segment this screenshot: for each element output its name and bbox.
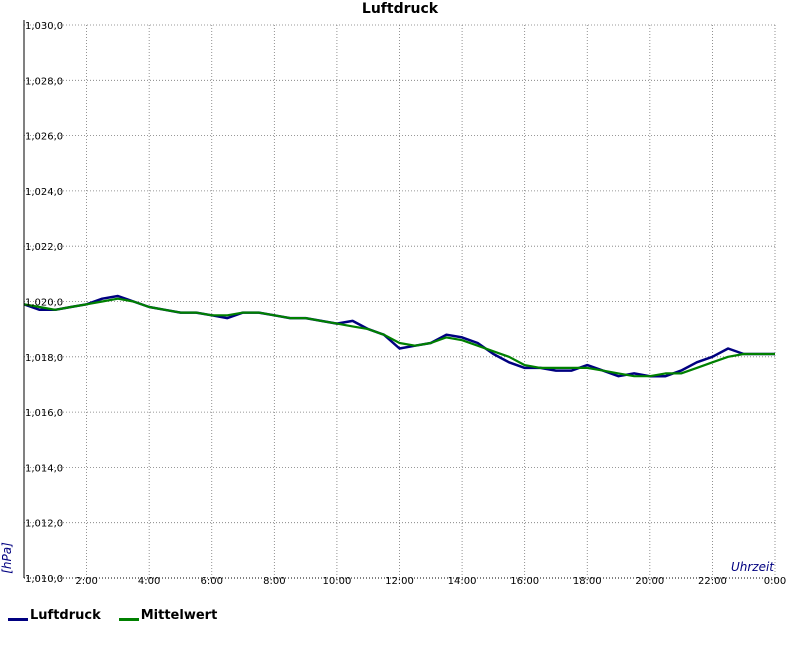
x-tick-labels: 2:00 4:00 6:00 8:00 10:00 12:00 14:00 16:00 18:0… (75, 576, 786, 587)
y-tick-label: 1,018,0 (25, 353, 63, 364)
legend-label-luftdruck: Luftdruck (30, 608, 101, 623)
y-tick-label: 1,020,0 (25, 298, 63, 309)
x-axis-label: Uhrzeit (731, 560, 775, 574)
x-tick-label: 16:00 (510, 576, 539, 587)
x-tick-label: 6:00 (201, 576, 223, 587)
y-tick-label: 1,012,0 (25, 519, 63, 530)
axes (23, 20, 775, 579)
y-tick-label: 1,026,0 (25, 132, 63, 143)
legend-swatch-mittelwert (118, 618, 139, 621)
y-tick-label: 1,016,0 (25, 408, 63, 419)
y-axis-label: [hPa] (0, 542, 14, 574)
series-line-mittelwert (23, 297, 775, 378)
y-tick-label: 1,022,0 (25, 242, 63, 253)
y-tick-label: 1,014,0 (25, 463, 63, 474)
chart-grid (24, 24, 776, 578)
x-tick-label: 18:00 (573, 576, 602, 587)
legend: Luftdruck Mittelwert (8, 608, 217, 623)
x-tick-label: 2:00 (75, 576, 97, 587)
chart-title: Luftdruck (362, 1, 439, 17)
y-tick-label: 1,024,0 (25, 187, 63, 198)
y-tick-label: 1,028,0 (25, 76, 63, 87)
legend-item-luftdruck: Luftdruck (8, 608, 101, 623)
legend-label-mittelwert: Mittelwert (140, 608, 218, 623)
legend-swatch-luftdruck (8, 618, 28, 621)
y-tick-label: 1,010,0 (25, 574, 63, 585)
x-tick-label: 22:00 (698, 576, 727, 587)
x-tick-label: 0:00 (764, 576, 786, 587)
x-tick-label: 10:00 (323, 576, 352, 587)
x-tick-label: 4:00 (138, 576, 160, 587)
x-tick-label: 8:00 (263, 576, 285, 587)
x-tick-label: 20:00 (635, 576, 664, 587)
legend-item-mittelwert: Mittelwert (118, 608, 218, 623)
y-tick-labels: 1,010,0 1,012,0 1,014,0 1,016,0 1,018,0 1,020… (25, 21, 63, 585)
series-group (23, 294, 775, 378)
x-tick-label: 12:00 (385, 576, 414, 587)
x-tick-label: 14:00 (448, 576, 477, 587)
y-tick-label: 1,030,0 (25, 21, 63, 32)
